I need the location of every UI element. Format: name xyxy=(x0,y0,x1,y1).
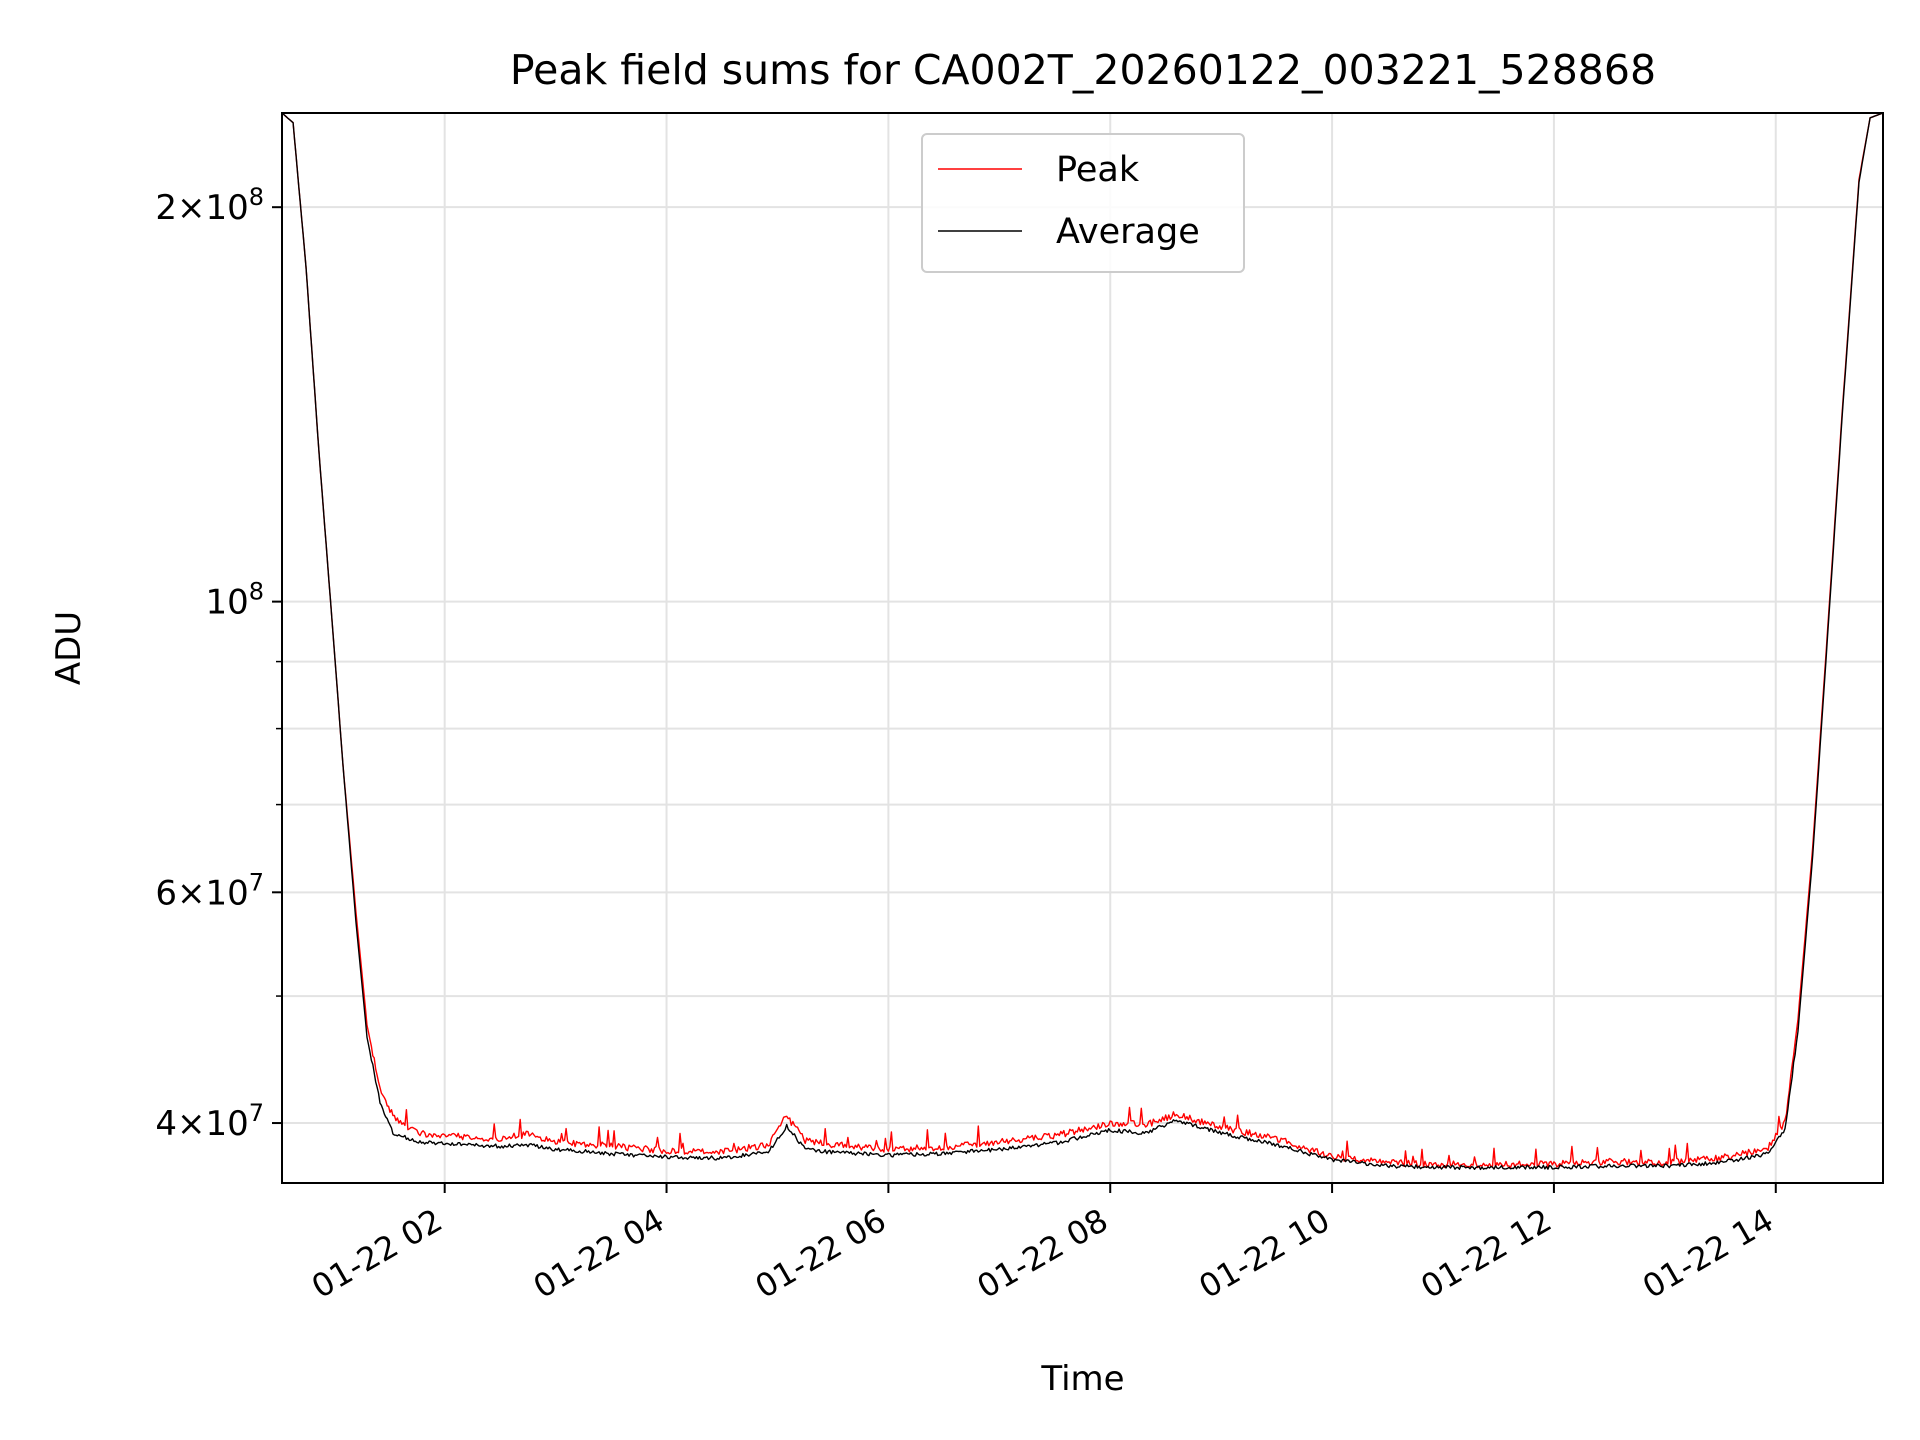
legend-label-peak: Peak xyxy=(1056,150,1140,190)
series-layer xyxy=(281,112,1884,1171)
plot-frame xyxy=(281,112,1884,1184)
series-line-average xyxy=(281,112,1884,1171)
legend: Peak Average xyxy=(921,133,1245,273)
y-tick-base-ten: 10 xyxy=(205,188,248,228)
y-tick-exponent: 7 xyxy=(249,868,264,896)
y-tick-mantissa: 6 xyxy=(155,873,177,913)
y-tick-times: × xyxy=(177,873,206,913)
y-tick-exponent: 8 xyxy=(249,578,264,606)
legend-label-average: Average xyxy=(1056,212,1200,252)
x-axis-label: Time xyxy=(1040,1359,1124,1399)
y-tick-label: 2×108 xyxy=(155,183,264,228)
chart-title: Peak field sums for CA002T_20260122_0032… xyxy=(510,46,1656,94)
y-tick-mantissa: 4 xyxy=(155,1104,177,1144)
y-tick-base-ten: 10 xyxy=(205,1104,248,1144)
y-tick-times: × xyxy=(177,1104,206,1144)
y-tick-mantissa: 2 xyxy=(155,188,177,228)
y-tick-times: × xyxy=(177,188,206,228)
y-tick-label: 4×107 xyxy=(155,1099,264,1144)
y-tick-base-ten: 10 xyxy=(205,873,248,913)
y-tick-label: 6×107 xyxy=(155,868,264,913)
series-line-peak xyxy=(281,112,1884,1169)
y-tick-exponent: 8 xyxy=(249,183,264,211)
y-tick-exponent: 7 xyxy=(249,1099,264,1127)
y-axis-label: ADU xyxy=(49,611,89,685)
y-tick-base-ten: 10 xyxy=(205,583,248,623)
y-tick-label: 108 xyxy=(205,578,264,623)
